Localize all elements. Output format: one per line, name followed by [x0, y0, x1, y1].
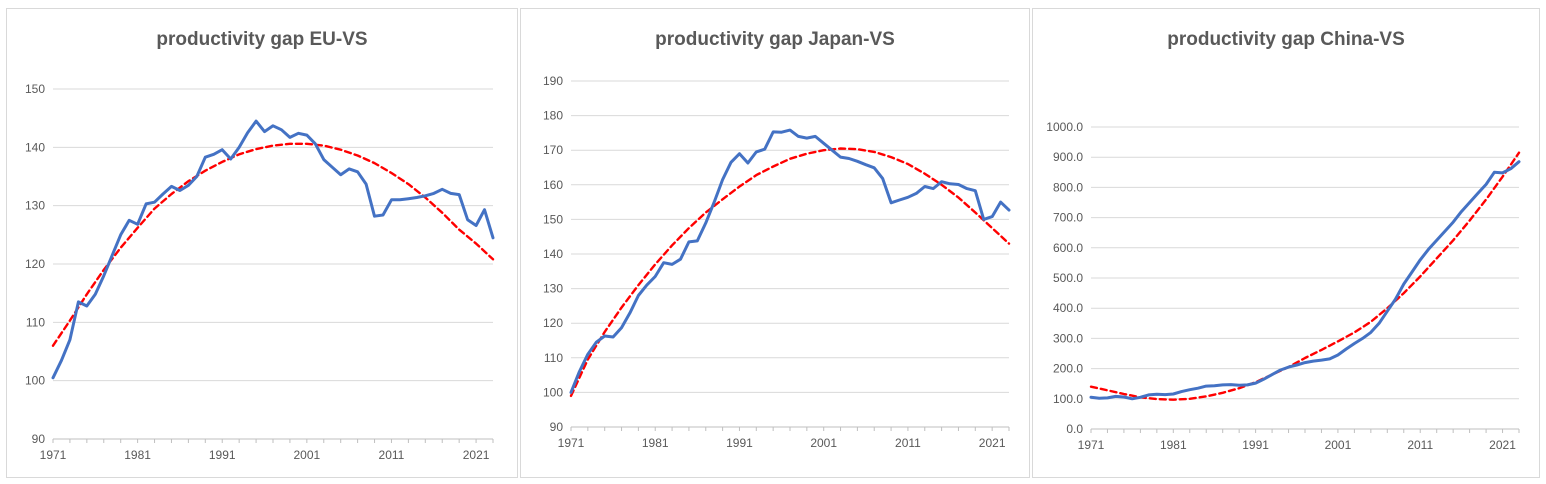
y-tick-label: 130: [543, 282, 563, 296]
y-tick-label: 190: [543, 74, 563, 88]
y-tick-label: 90: [32, 432, 46, 446]
y-tick-label: 160: [543, 178, 563, 192]
x-tick-label: 2011: [1407, 438, 1433, 452]
x-tick-label: 1981: [642, 436, 669, 450]
chart-panel-eu: productivity gap EU-VS 90 100 110 120 130 140…: [6, 8, 518, 478]
x-tick-label: 1991: [1242, 438, 1269, 452]
x-tick-label: 2001: [293, 448, 320, 462]
y-tick-label: 200.0: [1053, 362, 1083, 376]
chart-title-china: productivity gap China-VS: [1167, 29, 1405, 50]
y-tick-label: 700.0: [1053, 211, 1083, 225]
chart-title-japan: productivity gap Japan-VS: [655, 29, 895, 50]
x-tick-label: 1981: [124, 448, 151, 462]
y-tick-label: 900.0: [1053, 150, 1083, 164]
y-tick-label: 150: [543, 212, 563, 226]
x-tick-label: 1981: [1160, 438, 1187, 452]
x-tick-label: 1991: [726, 436, 753, 450]
chart-china: 0.0 100.0 200.0 300.0 400.0 500.0 600.0 700.0 80…: [1046, 120, 1521, 452]
x-tick-label: 2021: [1489, 438, 1516, 452]
y-tick-label: 90: [550, 420, 564, 434]
y-tick-label: 0.0: [1066, 422, 1083, 436]
y-tick-label: 120: [25, 257, 45, 271]
y-tick-label: 300.0: [1053, 331, 1083, 345]
y-tick-label: 100: [543, 385, 563, 399]
y-tick-label: 400.0: [1053, 301, 1083, 315]
y-tick-label: 1000.0: [1046, 120, 1083, 134]
x-tick-label: 1971: [1078, 438, 1105, 452]
chart-eu: 90 100 110 120 130 140 150 1971 1981 1991 2001 2011…: [25, 82, 495, 462]
x-tick-label: 2011: [379, 448, 405, 462]
chart-panel-china: productivity gap China-VS 0.0 100.0 200.0 3…: [1032, 8, 1540, 478]
trend-line-eu: [51, 142, 495, 347]
y-tick-label: 140: [25, 140, 45, 154]
x-tick-label: 2011: [895, 436, 921, 450]
y-tick-label: 180: [543, 109, 563, 123]
x-tick-label: 2021: [463, 448, 490, 462]
y-tick-label: 500.0: [1053, 271, 1083, 285]
y-tick-label: 140: [543, 247, 563, 261]
x-tick-label: 2021: [979, 436, 1006, 450]
x-tick-label: 1971: [40, 448, 67, 462]
series-line-eu: [51, 119, 495, 380]
chart-japan: 90 100 110 120 130 140 150 160 170 180 190 1971 1981…: [543, 74, 1011, 450]
y-tick-label: 120: [543, 316, 563, 330]
chart-panel-japan: productivity gap Japan-VS 90 100 110 120 130…: [520, 8, 1030, 478]
y-tick-label: 130: [25, 199, 45, 213]
x-tick-label: 1971: [558, 436, 585, 450]
y-tick-label: 100.0: [1053, 392, 1083, 406]
series-line-japan: [569, 128, 1011, 394]
y-tick-label: 110: [26, 315, 45, 329]
y-tick-label: 170: [543, 143, 563, 157]
y-tick-label: 110: [544, 351, 563, 365]
y-tick-label: 600.0: [1053, 241, 1083, 255]
trend-line-china: [1089, 151, 1521, 401]
y-tick-label: 100: [25, 374, 45, 388]
chart-title-eu: productivity gap EU-VS: [156, 29, 368, 50]
y-tick-label: 150: [25, 82, 45, 96]
x-tick-label: 2001: [1325, 438, 1352, 452]
trend-line-japan: [569, 147, 1011, 398]
x-tick-label: 1991: [209, 448, 236, 462]
y-tick-label: 800.0: [1053, 180, 1083, 194]
series-line-china: [1089, 160, 1521, 401]
x-tick-label: 2001: [810, 436, 837, 450]
